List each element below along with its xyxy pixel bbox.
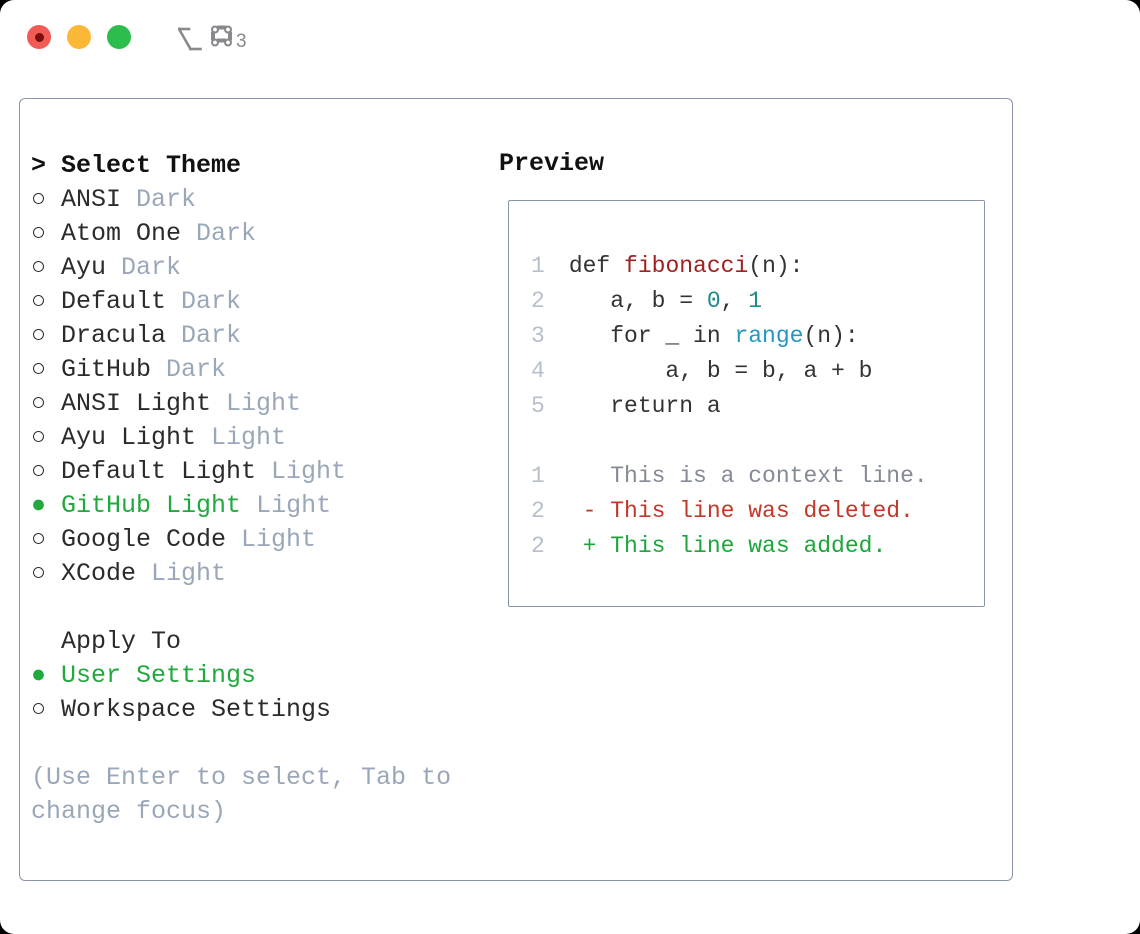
svg-text:3: 3 — [236, 31, 247, 52]
